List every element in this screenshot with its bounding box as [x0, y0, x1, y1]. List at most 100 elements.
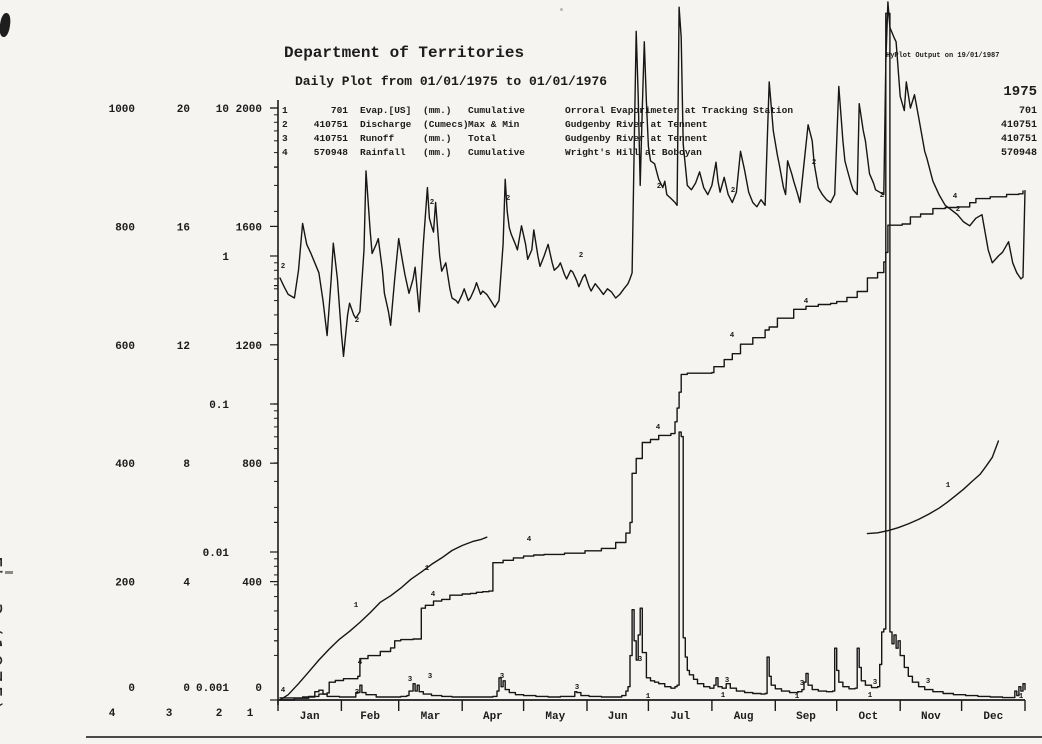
legend-description: Orroral Evaporimeter at Tracking Station — [565, 105, 794, 116]
curve-label-1: 1 — [721, 692, 726, 700]
curve-label-4: 4 — [730, 332, 735, 340]
y-tick-label: 1600 — [236, 222, 262, 234]
legend-series-number: 4 — [282, 147, 288, 158]
curve-label-4: 4 — [953, 193, 958, 201]
curve-label-4: 4 — [431, 591, 436, 599]
month-label: Jun — [608, 711, 628, 723]
legend-type: Cumulative — [468, 105, 526, 116]
legend-variable-name: Discharge — [360, 119, 412, 130]
month-label: Dec — [983, 711, 1003, 723]
y-tick-label: 4 — [183, 578, 190, 590]
year-label: 1975 — [1003, 84, 1037, 100]
y-tick-label: 800 — [242, 459, 262, 471]
y-tick-label: 0.1 — [209, 400, 229, 412]
legend-series-number: 1 — [282, 105, 288, 116]
curve-label-2: 2 — [812, 159, 817, 167]
legend-description: Gudgenby River at Tennent — [565, 133, 708, 144]
month-label: Mar — [421, 711, 441, 723]
curve-label-3: 3 — [873, 679, 878, 687]
y-tick-label: 400 — [242, 578, 262, 590]
page-subtitle: Daily Plot from 01/01/1975 to 01/01/1976 — [295, 74, 608, 89]
legend-row-2: 2 410751 Discharge (Cumecs) Max & Min Gu… — [0, 119, 708, 132]
series-1-line — [866, 440, 1000, 535]
page-bottom-rule — [86, 736, 1042, 738]
y-tick-label: 12 — [177, 341, 190, 353]
series-2-line — [279, 1, 1026, 357]
curve-label-3: 3 — [428, 673, 433, 681]
axis-number: 1 — [247, 708, 254, 720]
curve-label-2: 2 — [579, 252, 584, 260]
curve-label-4: 4 — [656, 424, 661, 432]
curve-label-3: 3 — [408, 676, 413, 684]
y-tick-label: 200 — [115, 578, 135, 590]
y-tick-label: 16 — [177, 222, 190, 234]
legend-variable-name: Runoff — [360, 133, 395, 144]
curve-label-4: 4 — [804, 298, 809, 306]
right-station-id-3: 410751 — [1000, 134, 1037, 145]
month-label: Apr — [483, 711, 503, 723]
curve-label-2: 2 — [956, 206, 961, 214]
series-4-line — [279, 190, 1024, 701]
axis-number: 4 — [109, 708, 116, 720]
curve-label-1: 1 — [354, 602, 359, 610]
curve-label-2: 2 — [731, 187, 736, 195]
curve-label-1: 1 — [425, 565, 430, 573]
legend-row-1: 1 701 Evap.[US] (mm.) Cumulative Orroral… — [0, 105, 793, 118]
y-tick-label: 20 — [177, 104, 190, 116]
legend-type: Total — [468, 133, 497, 144]
y-tick-label: 0 — [255, 683, 262, 695]
curve-label-2: 2 — [281, 263, 286, 271]
curve-label-4: 4 — [281, 687, 286, 695]
legend-row-4: 4 570948 Rainfall (mm.) Cumulative Wrigh… — [0, 147, 702, 160]
right-station-id-1: 701 — [1018, 106, 1037, 117]
month-label: Feb — [360, 711, 380, 723]
month-label: Jan — [300, 711, 320, 723]
month-label: May — [545, 711, 565, 723]
legend-type: Max & Min — [468, 119, 520, 130]
y-tick-label: 400 — [115, 459, 135, 471]
legend-units: (mm.) — [423, 133, 452, 144]
y-tick-label: 8 — [183, 459, 190, 471]
y-tick-label: 800 — [115, 222, 135, 234]
curve-label-1: 1 — [868, 692, 873, 700]
curve-label-4: 4 — [527, 536, 532, 544]
hyplot-output-note: HyPlot Output on 19/01/1987 — [886, 52, 1000, 60]
month-label: Oct — [858, 711, 878, 723]
curve-label-1: 1 — [946, 482, 951, 490]
axis-number: 2 — [216, 708, 223, 720]
month-label: Aug — [734, 711, 754, 723]
month-label: Nov — [921, 711, 941, 723]
legend-series-number: 2 — [282, 119, 288, 130]
legend-station-id: 570948 — [313, 147, 348, 158]
curve-label-2: 2 — [430, 199, 435, 207]
right-station-id-4: 570948 — [1000, 148, 1037, 159]
curve-label-2: 2 — [880, 192, 885, 200]
y-tick-label: 0.01 — [203, 548, 230, 560]
legend-station-id: 410751 — [313, 133, 348, 144]
y-tick-label: 1000 — [109, 104, 135, 116]
axis-number: 3 — [166, 708, 173, 720]
curve-label-2: 2 — [506, 195, 511, 203]
legend-description: Wright's Hill at Boboyan — [565, 147, 702, 158]
curve-label-2: 2 — [657, 183, 662, 191]
month-label: Jul — [670, 711, 690, 723]
series-1-line — [279, 536, 488, 701]
legend-type: Cumulative — [468, 147, 526, 158]
y-tick-label: 1200 — [236, 341, 262, 353]
y-tick-label: 0 — [128, 683, 135, 695]
y-tick-label: 600 — [115, 341, 135, 353]
legend-station-id: 410751 — [313, 119, 348, 130]
y-tick-label: 0.001 — [196, 683, 229, 695]
curve-label-3: 3 — [800, 680, 805, 688]
legend-description: Gudgenby River at Tennent — [565, 119, 708, 130]
legend-station-id: 701 — [330, 105, 348, 116]
y-tick-label: 10 — [216, 104, 229, 116]
page-title: Department of Territories — [284, 44, 525, 62]
legend-units: (Cumecs) — [423, 119, 469, 130]
y-tick-label: 0 — [183, 683, 190, 695]
legend-variable-name: Evap.[US] — [360, 105, 412, 116]
month-label: Sep — [796, 711, 816, 723]
legend-units: (mm.) — [423, 147, 452, 158]
